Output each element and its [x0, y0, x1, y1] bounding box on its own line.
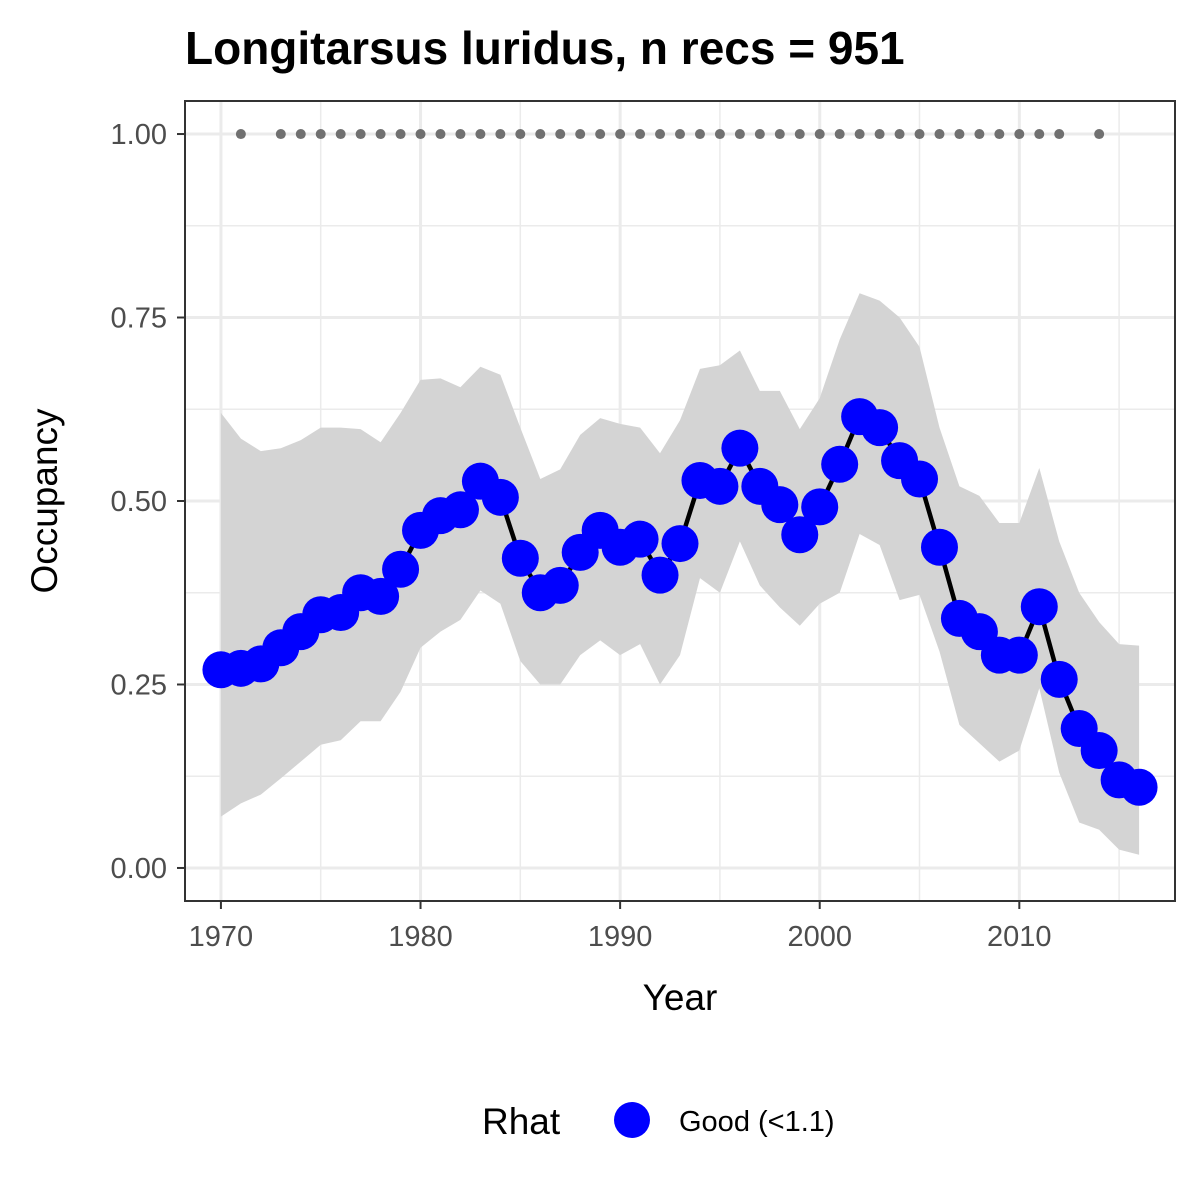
occupancy-point	[1040, 660, 1078, 698]
x-tick-label: 1990	[588, 921, 653, 953]
record-year-dot	[435, 129, 446, 140]
record-year-dot	[455, 129, 466, 140]
occupancy-point	[621, 520, 659, 558]
occupancy-point	[362, 577, 400, 615]
record-year-dot	[355, 129, 366, 140]
record-year-dot	[934, 129, 945, 140]
occupancy-point	[920, 528, 958, 566]
occupancy-point	[641, 556, 679, 594]
occupancy-point	[1020, 588, 1058, 626]
record-year-dot	[734, 129, 745, 140]
legend-key-point	[614, 1102, 650, 1138]
record-year-dot	[575, 129, 586, 140]
legend-label-good: Good (<1.1)	[679, 1106, 835, 1138]
record-year-dot	[315, 129, 326, 140]
record-year-dot	[954, 129, 965, 140]
record-year-dot	[1094, 129, 1105, 140]
occupancy-point	[481, 478, 519, 516]
record-year-dot	[974, 129, 985, 140]
record-year-dot	[415, 129, 426, 140]
chart-title: Longitarsus luridus, n recs = 951	[185, 22, 905, 74]
record-year-dot	[275, 129, 286, 140]
y-axis-ticks: 0.00 0.25 0.50 0.75 1.00	[111, 119, 185, 885]
record-year-dot	[914, 129, 925, 140]
record-year-dot	[894, 129, 905, 140]
record-year-dot	[794, 129, 805, 140]
record-year-dot	[595, 129, 606, 140]
record-year-dot	[1054, 129, 1065, 140]
record-year-dot	[535, 129, 546, 140]
record-year-dot	[675, 129, 685, 140]
confidence-ribbon	[220, 293, 1140, 855]
occupancy-point	[1080, 732, 1118, 770]
x-tick-label: 1970	[189, 921, 254, 953]
record-year-dot	[694, 129, 705, 140]
y-tick-label: 0.25	[111, 669, 167, 701]
y-tick-label: 1.00	[111, 119, 167, 151]
occupancy-point	[382, 550, 420, 588]
occupancy-point	[1120, 768, 1158, 806]
record-year-dot	[714, 129, 725, 140]
occupancy-point	[661, 525, 699, 563]
legend: Rhat Good (<1.1)	[482, 1101, 835, 1142]
record-year-dot	[555, 129, 566, 140]
y-tick-label: 0.75	[111, 303, 167, 335]
record-year-dot	[655, 129, 666, 140]
occupancy-point	[701, 467, 739, 505]
x-axis-title: Year	[643, 977, 718, 1018]
x-tick-label: 2000	[787, 921, 852, 953]
occupancy-point	[441, 491, 479, 529]
occupancy-point	[861, 409, 899, 447]
occupancy-point	[721, 429, 759, 467]
record-year-dot	[874, 129, 885, 140]
record-year-dot	[375, 129, 386, 140]
occupancy-point	[901, 460, 939, 498]
record-year-dot	[1034, 129, 1045, 140]
occupancy-points	[202, 398, 1158, 806]
occupancy-point	[1000, 636, 1038, 674]
occupancy-point	[541, 566, 579, 604]
record-year-dot	[235, 129, 246, 140]
record-year-dot	[635, 129, 646, 140]
occupancy-point	[821, 445, 859, 483]
record-year-dot	[754, 129, 765, 140]
x-tick-label: 1980	[388, 921, 453, 953]
y-axis-title: Occupancy	[24, 408, 65, 594]
record-year-dot	[994, 129, 1005, 140]
record-year-dot	[834, 129, 845, 140]
occupancy-point	[781, 516, 819, 554]
record-year-dot	[495, 129, 506, 140]
record-year-dot	[1014, 129, 1025, 140]
record-year-dot	[515, 129, 526, 140]
record-year-dot	[814, 129, 825, 140]
occupancy-point	[801, 488, 839, 526]
occupancy-point	[501, 539, 539, 577]
y-tick-label: 0.50	[111, 486, 167, 518]
record-year-dot	[854, 129, 865, 140]
occupancy-point	[761, 486, 799, 524]
x-axis-ticks: 1970 1980 1990 2000 2010	[189, 901, 1052, 953]
record-year-dot	[475, 129, 486, 140]
x-tick-label: 2010	[987, 921, 1052, 953]
record-year-dot	[615, 129, 626, 140]
record-year-dot	[335, 129, 346, 140]
record-years-dots	[235, 129, 1105, 140]
record-year-dot	[395, 129, 406, 140]
record-year-dot	[295, 129, 306, 140]
y-tick-label: 0.00	[111, 853, 167, 885]
legend-title: Rhat	[482, 1101, 561, 1142]
record-year-dot	[774, 129, 785, 140]
